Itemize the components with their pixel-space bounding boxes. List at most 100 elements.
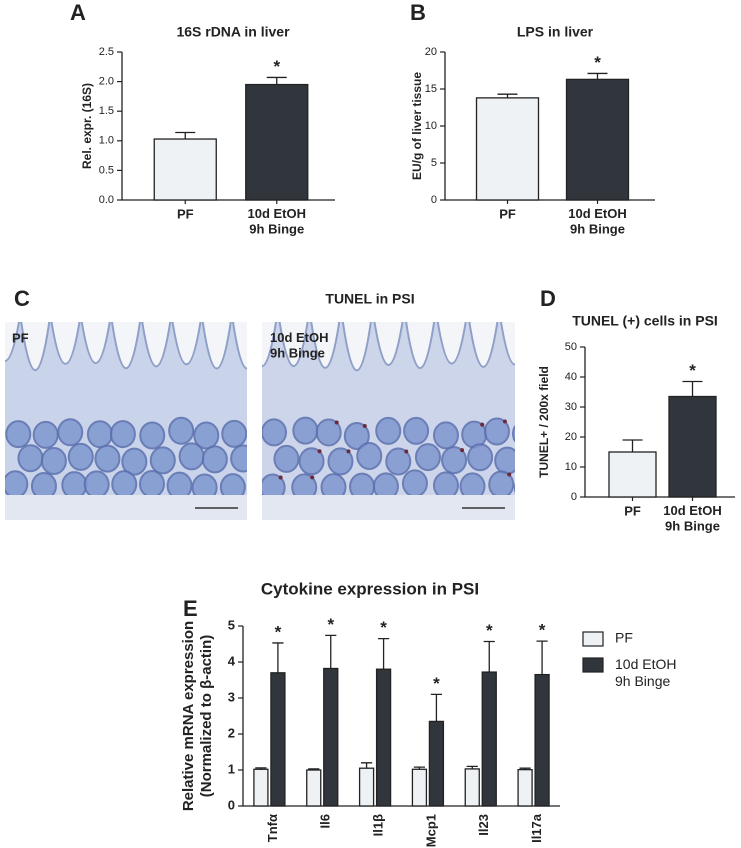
x-tick-label: Il23 [476,814,491,836]
chart-title: 16S rDNA in liver [176,24,290,40]
crypt [292,416,319,445]
tunel-spot [460,448,465,453]
crypt [111,470,138,499]
panel-label: B [410,0,426,25]
x-tick-label: Il6 [318,814,333,828]
tunel-spot [362,423,367,428]
crypt [414,443,441,472]
bar [411,768,428,807]
x-tick-label: Il1β [371,814,386,836]
villus [20,322,51,372]
chart-title: Cytokine expression in PSI [261,579,479,598]
bar [475,97,540,201]
bar [534,673,550,807]
error-bar [430,693,443,722]
x-tick-label: 10d EtOH 9h Binge [568,206,627,237]
crypt [432,421,459,450]
y-tick-label: 2.5 [99,46,114,58]
crypt [40,447,67,476]
image-label: 10d EtOH 9h Binge [270,330,329,361]
error-bar [377,637,390,670]
crypt [166,471,193,500]
bar [323,667,339,807]
bar [517,768,533,807]
villus [468,322,499,368]
y-tick-label: 2.0 [99,76,114,88]
y-tick-label: 20 [425,46,437,58]
x-tick-label: Il17a [529,813,544,843]
villus [373,322,404,366]
tunel-spot [278,475,283,480]
bar [245,83,309,201]
crypt [356,442,383,471]
crypt [403,416,430,445]
crypt [230,444,247,473]
chart-title: TUNEL (+) cells in PSI [572,313,718,329]
y-tick-label: 50 [565,341,577,353]
significance: * [689,361,696,380]
crypt [483,417,510,446]
tunel-spot [502,419,507,424]
y-tick-label: 3 [228,689,235,704]
tunel-spot [531,422,535,426]
error-bar [308,768,320,770]
panel-label: A [70,0,86,25]
x-tick-label: PF [624,503,641,518]
significance: * [539,621,546,640]
bar [668,395,717,498]
significance: * [275,622,282,641]
villus [50,322,81,365]
bar [270,672,286,807]
crypt [17,444,44,473]
error-bar [622,439,643,452]
y-tick-label: 1.0 [99,135,114,147]
bar [358,767,375,807]
error-bar [682,380,703,397]
panel-title: TUNEL in PSI [325,291,414,307]
crypt [83,470,110,499]
significance: * [327,615,334,634]
y-tick-label: 0 [571,491,577,503]
villus [80,322,111,364]
legend-label: 10d EtOH 9h Binge [615,656,676,689]
crypt [298,447,325,476]
legend-swatch [582,657,604,673]
crypt [375,416,402,445]
crypt [139,421,166,450]
micrograph-panel: C TUNEL in PSI PF 10d EtOH 9h Binge [5,286,535,520]
crypt [432,471,459,500]
significance: * [594,53,601,72]
error-bar [519,767,531,770]
crypt [201,445,228,474]
crypt [385,447,412,476]
crypt [494,446,515,475]
crypt [5,470,29,499]
panel-label: D [540,286,556,311]
crypt [94,444,121,473]
micrograph-image [262,322,535,520]
crypt [193,421,220,450]
crypt [441,446,468,475]
villus [232,322,247,370]
y-tick-label: 5 [228,617,235,632]
y-tick-label: 4 [228,653,236,668]
villus [111,322,141,370]
legend-swatch [582,631,604,647]
error-bar [483,640,495,673]
villus [341,322,372,372]
villus [278,322,309,368]
crypt [86,420,113,449]
tunel-spot [334,420,339,425]
y-axis-label: TUNEL+ / 200x field [537,366,551,478]
tunel-spot [317,449,322,454]
villus [141,322,172,368]
crypt [109,420,136,449]
x-tick-label: Mcp1 [423,814,438,847]
y-axis-label: Rel. expr. (16S) [80,83,94,169]
error-bar [272,642,284,673]
error-bar [466,765,478,769]
crypt [178,442,205,471]
y-tick-label: 1 [228,761,235,776]
villus [262,322,277,368]
